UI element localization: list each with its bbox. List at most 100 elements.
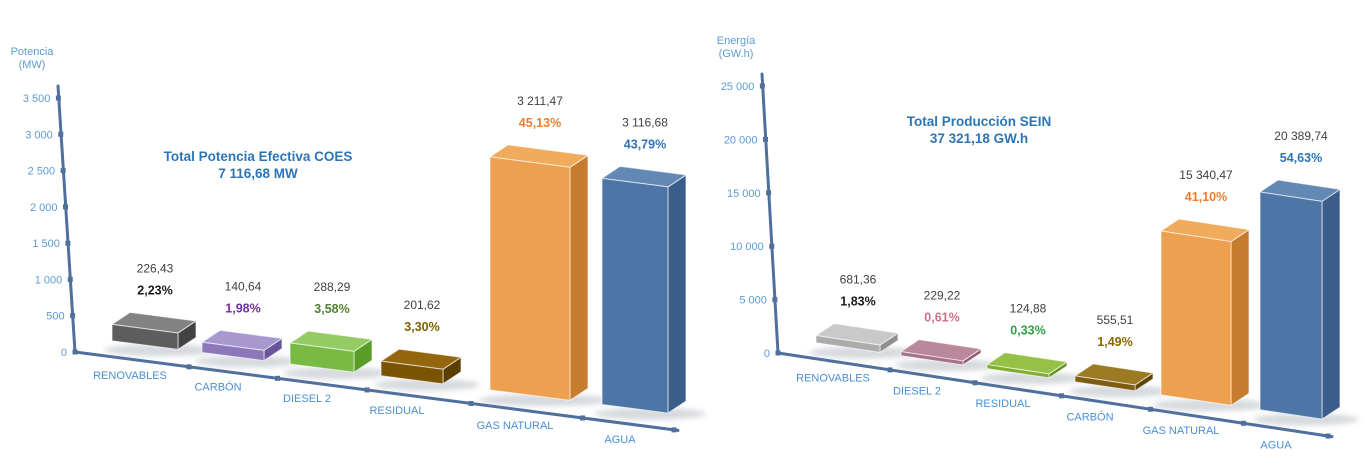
category-label: DIESEL 2 xyxy=(893,385,941,397)
right-chart-title: Total Producción SEIN 37 321,18 GW.h xyxy=(848,113,1110,147)
bar-front-face xyxy=(289,342,355,373)
category-label: CARBÓN xyxy=(1066,410,1113,423)
bar-shadow xyxy=(374,378,480,391)
x-tick-mark xyxy=(1241,420,1246,426)
y-tick-mark xyxy=(65,240,71,246)
category-label: CARBÓN xyxy=(194,381,241,394)
y-tick-label: 20 000 xyxy=(724,134,758,146)
y-tick-label: 1 500 xyxy=(32,238,60,250)
x-tick-mark xyxy=(468,400,474,406)
x-tick-mark xyxy=(580,415,585,421)
bar-agua: 20 389,74 54,63% AGUA xyxy=(1253,129,1359,451)
bar-side-face xyxy=(569,154,589,401)
bar-side-face xyxy=(1321,188,1341,420)
y-tick-label: 5 000 xyxy=(739,295,767,307)
bar-shadow xyxy=(195,355,301,368)
category-label: DIESEL 2 xyxy=(283,393,331,405)
category-label: GAS NATURAL xyxy=(1143,425,1220,437)
bar-shadow xyxy=(479,394,611,407)
y-tick-label: 0 xyxy=(764,348,770,360)
bar-percent-label: 1,49% xyxy=(1097,335,1132,349)
bar-front-face xyxy=(601,177,669,414)
bar-renovables: 681,36 1,83% RENOVABLES xyxy=(796,272,917,385)
right-y-axis-title: Energía (GW.h) xyxy=(706,35,766,61)
right-chart-title-line2: 37 321,18 GW.h xyxy=(929,131,1029,146)
x-tick-mark xyxy=(972,380,978,386)
x-tick-mark xyxy=(1059,393,1064,399)
bar-front-face xyxy=(380,360,444,385)
bar-percent-label: 1,98% xyxy=(225,301,260,315)
bar-percent-label: 0,61% xyxy=(924,311,959,325)
y-tick-label: 10 000 xyxy=(730,241,764,253)
bar-value-label: 3 116,68 xyxy=(622,115,668,129)
y-tick-mark xyxy=(759,83,765,89)
category-label: RENOVABLES xyxy=(93,370,167,382)
y-tick-label: 1 000 xyxy=(35,274,63,286)
bar-value-label: 681,36 xyxy=(840,272,877,286)
right-y-axis-title-line2: (GW.h) xyxy=(718,48,754,60)
category-label: RESIDUAL xyxy=(975,398,1030,410)
bar-carb-n: 555,51 1,49% CARBÓN xyxy=(1066,313,1171,423)
x-tick-mark xyxy=(1325,433,1331,439)
bar-shadow xyxy=(1069,385,1171,398)
bar-shadow xyxy=(980,372,1086,385)
bar-percent-label: 43,79% xyxy=(624,137,666,151)
energia-chart: 0 5 000 10 000 15 000 20 000 25 000 681,36 1,83… xyxy=(721,72,1359,451)
bar-shadow xyxy=(283,367,391,380)
bar-value-label: 201,62 xyxy=(404,298,441,312)
bar-renovables: 226,43 2,23% RENOVABLES xyxy=(93,261,216,382)
category-label: RESIDUAL xyxy=(369,405,424,417)
bar-value-label: 20 389,74 xyxy=(1274,129,1328,143)
bar-front-face xyxy=(986,364,1050,379)
x-tick-mark xyxy=(186,364,192,370)
x-tick-mark xyxy=(364,387,370,393)
bar-percent-label: 0,33% xyxy=(1010,324,1045,338)
right-y-axis-title-line1: Energía xyxy=(716,35,756,47)
category-label: GAS NATURAL xyxy=(477,420,554,432)
bar-percent-label: 2,23% xyxy=(137,283,172,297)
y-tick-mark xyxy=(772,297,778,303)
bar-percent-label: 3,58% xyxy=(314,302,349,316)
bar-front-face xyxy=(201,341,265,362)
bar-side-face xyxy=(1230,229,1250,406)
y-tick-mark xyxy=(67,276,73,282)
bar-value-label: 3 211,47 xyxy=(517,94,563,108)
y-tick-mark xyxy=(55,95,61,101)
y-tick-mark xyxy=(775,350,781,356)
left-y-axis-title-line1: Potencia xyxy=(10,46,54,58)
category-label: AGUA xyxy=(1260,439,1292,451)
left-chart-title: Total Potencia Efectiva COES 7 116,68 MW xyxy=(127,148,389,182)
left-y-axis-title: Potencia (MW) xyxy=(2,46,62,72)
bar-front-face xyxy=(900,351,964,366)
bar-diesel-2: 229,22 0,61% DIESEL 2 xyxy=(893,289,1000,397)
y-tick-mark xyxy=(769,243,775,249)
bar-value-label: 555,51 xyxy=(1097,313,1134,327)
y-tick-mark xyxy=(766,190,772,196)
bar-carb-n: 140,64 1,98% CARBÓN xyxy=(194,279,301,394)
bar-value-label: 229,22 xyxy=(924,289,961,303)
bar-residual: 124,88 0,33% RESIDUAL xyxy=(975,302,1086,410)
bar-percent-label: 3,30% xyxy=(404,320,439,334)
y-tick-mark xyxy=(762,136,768,142)
y-tick-label: 25 000 xyxy=(721,81,755,93)
bar-diesel-2: 288,29 3,58% DIESEL 2 xyxy=(283,280,391,405)
y-tick-label: 3 500 xyxy=(23,93,51,105)
bar-value-label: 140,64 xyxy=(225,279,262,293)
y-tick-mark xyxy=(70,313,76,319)
bar-percent-label: 41,10% xyxy=(1185,190,1227,204)
x-tick-mark xyxy=(887,367,893,373)
potencia-chart: 0 500 1 000 1 500 2 000 2 500 3 000 3 500 226,43… xyxy=(23,84,706,446)
bar-front-face xyxy=(1160,230,1232,406)
bar-shadow xyxy=(809,346,917,359)
x-tick-mark xyxy=(1148,406,1153,412)
y-tick-label: 3 000 xyxy=(25,129,53,141)
bar-front-face xyxy=(1074,375,1136,392)
bar-value-label: 288,29 xyxy=(314,280,351,294)
bar-front-face xyxy=(815,334,881,353)
y-tick-label: 2 500 xyxy=(28,166,56,178)
x-tick-mark xyxy=(275,375,280,381)
category-label: RENOVABLES xyxy=(796,373,870,385)
right-chart-title-line1: Total Producción SEIN xyxy=(906,114,1052,129)
bar-shadow xyxy=(1253,413,1359,426)
